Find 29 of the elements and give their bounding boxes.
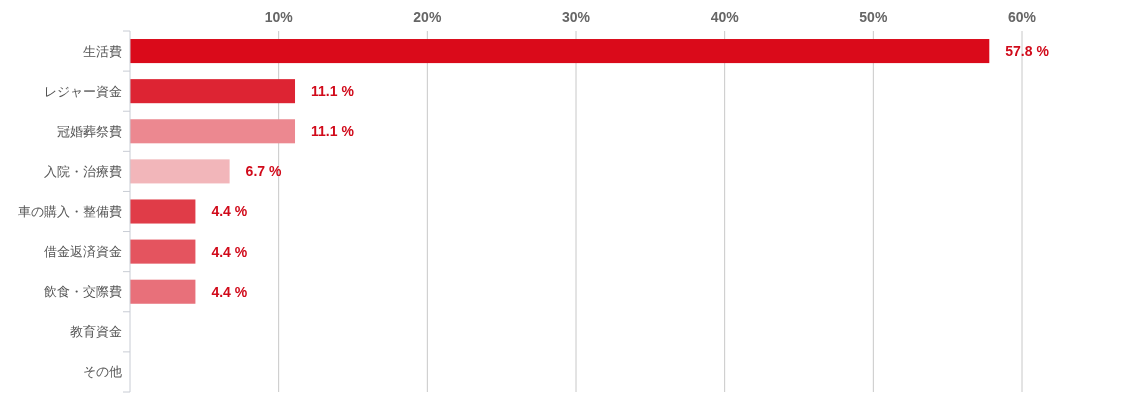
bar <box>130 39 990 64</box>
x-tick-label: 40% <box>710 9 740 25</box>
data-label: 4.4 % <box>211 283 248 300</box>
y-tick-label: 入院・治療費 <box>44 163 122 179</box>
x-tick-label: 30% <box>561 9 591 25</box>
data-label: 11.1 % <box>311 123 355 140</box>
y-tick-label: 飲食・交際費 <box>44 284 122 300</box>
y-tick-label: 冠婚葬祭費 <box>57 123 122 139</box>
data-label: 4.4 % <box>211 203 248 220</box>
y-tick-label: その他 <box>83 364 122 380</box>
x-tick-label: 50% <box>859 9 888 25</box>
bar <box>130 119 296 144</box>
y-tick-label: 生活費 <box>83 43 122 59</box>
data-label: 11.1 % <box>311 83 355 100</box>
data-label: 6.7 % <box>245 163 282 180</box>
y-tick-label: 教育資金 <box>70 324 122 340</box>
data-label: 4.4 % <box>211 243 248 260</box>
bar <box>130 159 230 184</box>
x-tick-label: 60% <box>1007 9 1037 25</box>
bar <box>130 239 196 264</box>
y-tick-label: 借金返済資金 <box>44 244 122 260</box>
bar <box>130 279 196 304</box>
x-tick-label: 10% <box>264 9 294 25</box>
x-tick-label: 20% <box>413 9 442 25</box>
y-tick-label: 車の購入・整備費 <box>18 204 122 220</box>
bar <box>130 199 196 224</box>
data-label: 57.8 % <box>1005 42 1050 59</box>
y-tick-label: レジャー資金 <box>44 83 122 99</box>
bar <box>130 79 296 104</box>
